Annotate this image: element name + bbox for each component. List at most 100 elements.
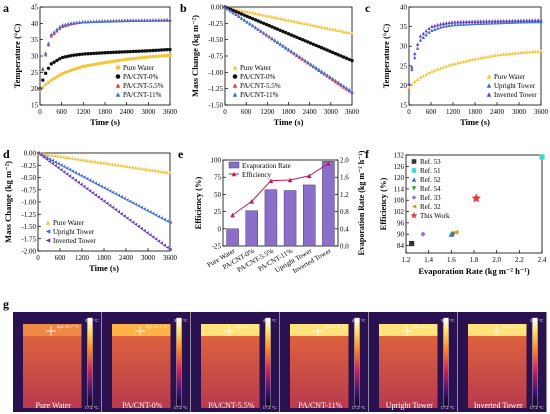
temperature-scale-bar [354, 317, 360, 407]
data-point [499, 52, 503, 57]
data-point [481, 21, 486, 25]
y-axis-title: Mass Change (kg m⁻²) [190, 15, 200, 97]
data-point [461, 22, 466, 26]
data-point [516, 50, 520, 55]
y-tick-label: 45 [31, 4, 39, 12]
data-point [125, 57, 130, 61]
data-point [342, 55, 346, 59]
panel-label-c: c [365, 1, 371, 15]
legend-marker [115, 83, 121, 88]
data-point [289, 33, 293, 37]
data-point [311, 23, 316, 27]
data-point [453, 20, 457, 24]
data-point [303, 21, 307, 26]
data-point [308, 22, 313, 27]
data-point [507, 18, 512, 23]
data-point [524, 18, 529, 22]
x-tick-label: 600 [56, 108, 67, 116]
data-point [300, 21, 304, 25]
data-point [73, 178, 77, 182]
data-point [159, 241, 164, 245]
data-point [151, 211, 155, 216]
data-point [83, 52, 87, 56]
data-point [63, 70, 68, 75]
thermal-image-0: 37.9 °C 17.2 °C Sp1 28.7 °C Pure Water [13, 312, 102, 412]
data-point [281, 17, 285, 21]
data-point [504, 52, 509, 56]
data-point [153, 168, 158, 173]
data-point [86, 52, 90, 56]
data-point [461, 59, 466, 64]
data-point [433, 68, 437, 72]
thermal-caption: PA/CNT-11% [298, 401, 342, 410]
data-point [96, 195, 100, 199]
data-point [336, 80, 340, 84]
data-point [453, 22, 457, 27]
legend-label: Upright Tower [494, 82, 536, 90]
data-point [436, 67, 440, 71]
data-point [407, 85, 411, 90]
data-point [342, 84, 346, 88]
data-point [156, 214, 161, 219]
data-point [89, 51, 93, 56]
data-point [137, 18, 141, 22]
data-point [145, 18, 150, 22]
data-point [350, 31, 354, 35]
y-tick-label: 40 [31, 20, 39, 28]
data-point [86, 19, 90, 24]
data-point [128, 57, 133, 61]
data-point [322, 71, 327, 75]
data-point [519, 50, 523, 55]
x-tick-label: 1.8 [470, 256, 479, 264]
data-point [308, 41, 313, 45]
data-point [133, 165, 138, 170]
data-point [333, 28, 338, 32]
thermal-image-1: 33.9 °C 17.2 °C Sp1 31.3 °C PA/CNT-0% [102, 312, 191, 412]
data-point [272, 26, 277, 30]
bar [226, 228, 239, 247]
y-tick-label: -0.25 [208, 20, 223, 28]
y-tick-label: -1.00 [21, 199, 36, 207]
data-point [90, 159, 95, 163]
y-tick-label: 108 [394, 197, 405, 205]
data-point [311, 63, 316, 68]
thermal-caption: PA/CNT-0% [122, 401, 163, 410]
thermal-hot-top [112, 324, 171, 336]
data-point [228, 8, 233, 13]
data-point [131, 49, 135, 54]
data-point [56, 161, 60, 166]
data-point [162, 170, 166, 174]
data-point [256, 19, 260, 23]
data-point [73, 170, 77, 175]
data-point [237, 11, 241, 15]
y-tick-label: 25 [31, 69, 39, 77]
x-tick-label: 0 [36, 254, 40, 262]
data-point [82, 184, 86, 189]
data-point [44, 157, 49, 161]
spot-readout: Sp1 41.0 °C [324, 324, 346, 329]
data-point [114, 50, 119, 54]
thermal-caption: Pure Water [36, 401, 72, 410]
data-point [90, 191, 95, 195]
panel-label-f: f [365, 147, 370, 161]
data-point [131, 201, 135, 205]
y-tick-label: -25 [212, 243, 222, 251]
scale-max-label: 41.6 °C [263, 318, 277, 323]
data-point [44, 152, 49, 156]
y-tick-label: 132 [394, 152, 405, 160]
data-point [295, 35, 299, 39]
data-point [410, 67, 414, 72]
x-tick-label: 1800 [98, 108, 113, 116]
y-tick-label: 120 [394, 174, 405, 182]
efficiency-line [232, 162, 329, 216]
legend-label: Pure Water [53, 219, 85, 227]
data-point [128, 18, 133, 23]
y-tick-label: -0.50 [208, 36, 223, 44]
y-tick-label: -1.50 [21, 223, 36, 231]
data-point [137, 56, 141, 60]
data-point [253, 18, 258, 22]
data-point [87, 189, 92, 193]
data-point [139, 166, 143, 171]
series-efficiency [230, 161, 331, 218]
thermal-image-4: 36.9 °C 17.2 °C Sp1 36.3 °C Upright Tower [369, 312, 458, 412]
